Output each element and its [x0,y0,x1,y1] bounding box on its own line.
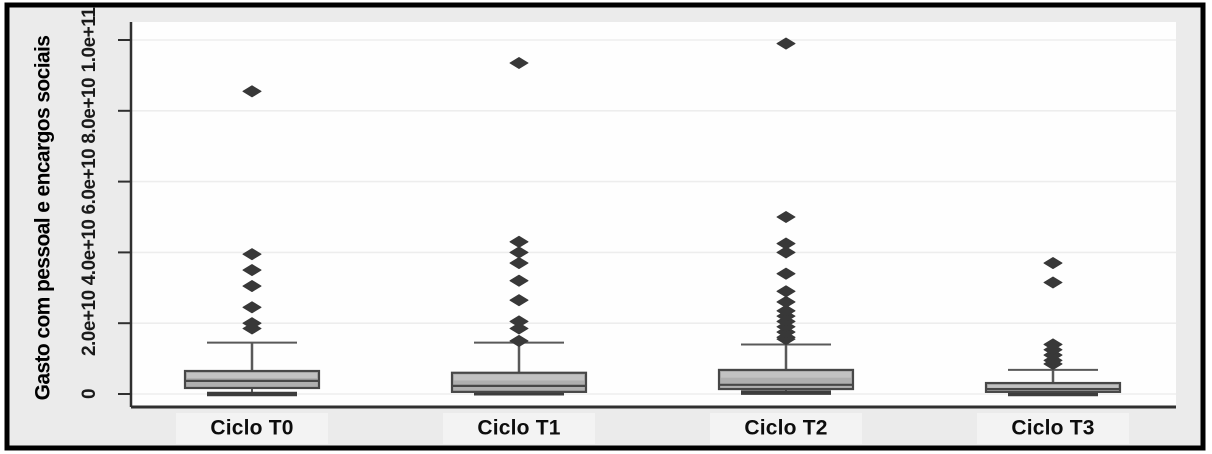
box-highlight-ciclo-t3 [988,385,1118,388]
outlier-point-ciclo-t2 [776,267,796,280]
outlier-point-ciclo-t1 [509,315,529,328]
outlier-point-ciclo-t1 [509,235,529,248]
x-category-label-ciclo-t0: Ciclo T0 [210,417,293,440]
box-highlight-ciclo-t1 [454,374,584,381]
outlier-point-ciclo-t2 [776,295,796,308]
outlier-point-ciclo-t1 [509,274,529,287]
x-category-label-bg-ciclo-t3 [977,413,1129,444]
outlier-point-ciclo-t0 [242,85,262,98]
x-category-label-ciclo-t2: Ciclo T2 [744,417,827,440]
outlier-point-ciclo-t2 [776,304,796,317]
y-tick-label: 6.0e+10 [79,149,100,215]
box-highlight-ciclo-t2 [721,371,851,378]
y-axis-title: Gasto com pessoal e encargos sociais [32,36,55,401]
y-tick-label: 2.0e+10 [79,290,100,356]
outlier-point-ciclo-t1 [509,294,529,307]
y-tick-label: 0 [79,389,100,399]
outlier-point-ciclo-t1 [509,57,529,70]
x-category-label-ciclo-t3: Ciclo T3 [1011,417,1094,440]
outlier-point-ciclo-t2 [776,211,796,223]
x-category-label-bg-ciclo-t0 [176,413,328,444]
outlier-point-ciclo-t1 [509,334,529,347]
outlier-point-ciclo-t2 [776,237,796,250]
outlier-point-ciclo-t3 [1043,276,1063,289]
y-tick-label: 8.0e+10 [79,78,100,144]
outlier-point-ciclo-t3 [1043,257,1063,270]
y-tick-label: 1.0e+11 [79,7,100,73]
x-category-label-ciclo-t1: Ciclo T1 [477,417,560,440]
plot-area [131,22,1176,407]
outlier-point-ciclo-t2 [776,285,796,298]
outlier-point-ciclo-t2 [776,246,796,259]
outlier-point-ciclo-t0 [242,317,262,330]
x-category-label-bg-ciclo-t2 [710,413,862,444]
box-highlight-ciclo-t0 [187,372,317,379]
outlier-point-ciclo-t2 [776,37,796,50]
outlier-point-ciclo-t0 [242,280,262,293]
x-category-label-bg-ciclo-t1 [443,413,595,444]
y-tick-label: 4.0e+10 [79,220,100,286]
outlier-point-ciclo-t1 [509,257,529,270]
outlier-point-ciclo-t0 [242,248,262,261]
outlier-point-ciclo-t1 [509,246,529,259]
outlier-point-ciclo-t3 [1043,338,1063,351]
outlier-point-ciclo-t0 [242,301,262,314]
outlier-point-ciclo-t0 [242,264,262,277]
